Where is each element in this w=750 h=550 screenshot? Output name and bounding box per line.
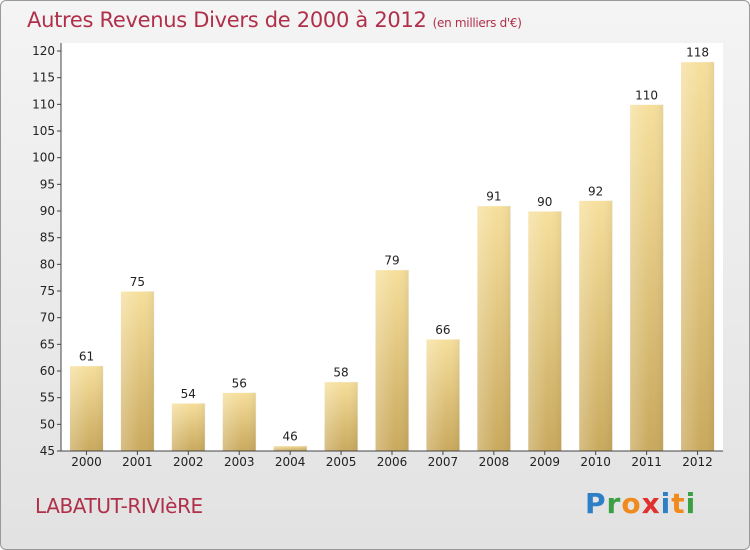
y-tick-label: 105 bbox=[32, 124, 55, 138]
bar-shade bbox=[222, 392, 257, 451]
y-tick-label: 50 bbox=[40, 417, 55, 431]
bar-value-label: 46 bbox=[283, 430, 298, 444]
bar-shade bbox=[324, 381, 359, 451]
x-tick-label: 2008 bbox=[479, 455, 510, 469]
y-tick-label: 90 bbox=[40, 204, 55, 218]
bar-value-label: 61 bbox=[79, 350, 94, 364]
bar-shade bbox=[273, 445, 308, 451]
y-tick-label: 60 bbox=[40, 364, 55, 378]
logo-letter: P bbox=[585, 487, 607, 520]
bar-value-label: 54 bbox=[181, 387, 196, 401]
y-tick-label: 115 bbox=[32, 71, 55, 85]
x-tick-label: 2007 bbox=[428, 455, 459, 469]
x-tick-label: 2000 bbox=[71, 455, 102, 469]
y-tick-label: 85 bbox=[40, 231, 55, 245]
y-tick-label: 110 bbox=[32, 97, 55, 111]
bar-shade bbox=[629, 104, 664, 451]
bar-value-label: 92 bbox=[588, 184, 603, 198]
bar-shade bbox=[120, 291, 155, 451]
bar-shade bbox=[527, 211, 562, 451]
bar-value-label: 75 bbox=[130, 275, 145, 289]
bar-value-label: 66 bbox=[435, 323, 450, 337]
logo-letter: r bbox=[606, 487, 622, 520]
bar-shade bbox=[476, 205, 511, 451]
x-tick-label: 2011 bbox=[631, 455, 662, 469]
y-tick-label: 70 bbox=[40, 311, 55, 325]
y-tick-label: 80 bbox=[40, 257, 55, 271]
y-tick-label: 65 bbox=[40, 337, 55, 351]
logo-letter: i bbox=[685, 487, 697, 520]
bar-value-label: 79 bbox=[384, 254, 399, 268]
bar-shade bbox=[680, 61, 715, 452]
logo-letter: i bbox=[660, 487, 672, 520]
chart-subtitle: (en milliers d'€) bbox=[432, 16, 522, 30]
bar-shade bbox=[375, 269, 409, 451]
logo-letter: o bbox=[621, 487, 642, 520]
logo-letter: x bbox=[641, 487, 661, 520]
x-tick-label: 2009 bbox=[529, 455, 560, 469]
x-tick-label: 2010 bbox=[580, 455, 611, 469]
commune-name: LABATUT-RIVIèRE bbox=[35, 494, 203, 518]
bar-value-label: 56 bbox=[232, 376, 247, 390]
bar-shade bbox=[69, 365, 104, 451]
bar-value-label: 118 bbox=[686, 46, 709, 60]
bar-value-label: 110 bbox=[635, 88, 658, 102]
bar-shade bbox=[171, 403, 206, 451]
y-tick-label: 45 bbox=[40, 444, 55, 458]
y-tick-label: 95 bbox=[40, 177, 55, 191]
bar-shade bbox=[578, 200, 613, 451]
chart-title: Autres Revenus Divers de 2000 à 2012 (en … bbox=[27, 8, 522, 32]
x-tick-label: 2006 bbox=[377, 455, 408, 469]
bar-shade bbox=[425, 339, 460, 451]
y-tick-label: 100 bbox=[32, 151, 55, 165]
chart-title-text: Autres Revenus Divers de 2000 à 2012 bbox=[27, 8, 427, 32]
y-tick-label: 75 bbox=[40, 284, 55, 298]
proxiti-logo: Proxiti bbox=[585, 487, 696, 520]
y-tick-label: 120 bbox=[32, 44, 55, 58]
logo-letter: t bbox=[671, 487, 686, 520]
x-tick-label: 2003 bbox=[224, 455, 255, 469]
bar-value-label: 91 bbox=[486, 190, 501, 204]
x-tick-label: 2004 bbox=[275, 455, 306, 469]
y-tick-label: 55 bbox=[40, 391, 55, 405]
x-tick-label: 2002 bbox=[173, 455, 204, 469]
bar-value-label: 58 bbox=[333, 366, 348, 380]
x-tick-label: 2005 bbox=[326, 455, 357, 469]
bar-value-label: 90 bbox=[537, 195, 552, 209]
x-tick-label: 2001 bbox=[122, 455, 153, 469]
x-tick-label: 2012 bbox=[682, 455, 713, 469]
